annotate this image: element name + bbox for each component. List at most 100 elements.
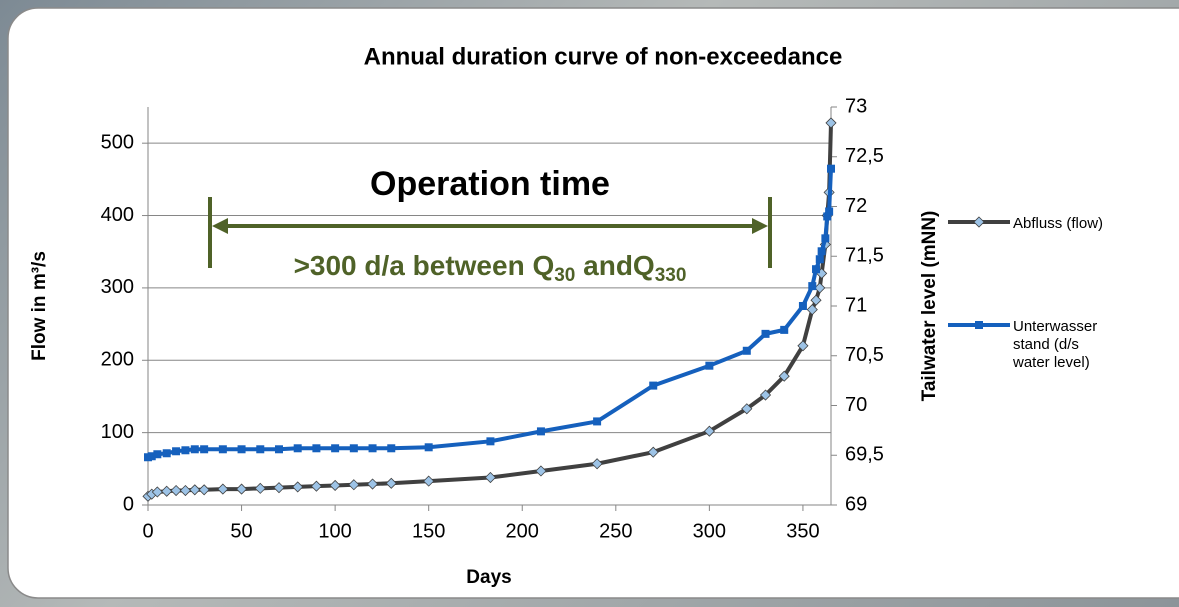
x-tick-label: 300: [693, 520, 726, 542]
point: [172, 447, 181, 456]
point: [798, 302, 807, 310]
point: [218, 445, 227, 454]
point: [825, 207, 834, 216]
y2-tick-label: 70,5: [845, 344, 884, 366]
point: [814, 282, 826, 294]
point: [217, 483, 229, 495]
y-axis-label: Flow in m³/s: [29, 251, 50, 361]
point: [349, 444, 358, 453]
x-tick-label: 50: [230, 520, 252, 542]
annotation-sub: 30: [554, 265, 575, 286]
point: [536, 427, 545, 436]
point: [742, 346, 751, 355]
y2-tick-label: 70: [845, 394, 867, 416]
point: [815, 255, 824, 264]
point: [179, 484, 191, 497]
point: [329, 479, 341, 492]
point: [254, 482, 266, 494]
point: [387, 444, 396, 453]
point: [741, 403, 753, 415]
point: [366, 478, 379, 490]
point: [151, 486, 163, 498]
point: [293, 444, 302, 453]
point: [161, 485, 173, 497]
point: [649, 381, 658, 390]
y-tick-label: 300: [101, 276, 134, 298]
annotation-text: >300 d/a between Q30 andQ330: [294, 250, 687, 286]
point: [162, 449, 171, 458]
annotation-sub: 330: [655, 265, 687, 286]
point: [153, 450, 162, 459]
legend-entry: Unterwasser stand (d/s water level): [1013, 318, 1098, 371]
point: [423, 475, 435, 487]
point: [189, 484, 201, 496]
point: [823, 212, 832, 221]
point: [385, 477, 397, 489]
point: [825, 117, 837, 129]
legend-marker: [975, 321, 983, 329]
point: [817, 247, 826, 256]
point: [591, 458, 603, 470]
point: [200, 445, 209, 454]
annotation-title: Operation time: [370, 165, 610, 203]
chart-title: Annual duration curve of non-exceedance: [364, 43, 843, 70]
annotation: Operation time >300 d/a between Q30 andQ…: [208, 165, 772, 286]
y2-tick-label: 69: [845, 493, 867, 515]
y2-tick-label: 71,5: [845, 245, 884, 267]
point: [484, 471, 497, 484]
point: [235, 483, 248, 495]
point: [312, 444, 321, 453]
panel: [7, 7, 1179, 599]
point: [808, 282, 817, 291]
point: [703, 425, 715, 437]
point: [759, 389, 772, 401]
point: [181, 446, 190, 455]
point: [778, 370, 790, 382]
point: [810, 294, 822, 306]
legend-entry: Abfluss (flow): [1013, 215, 1104, 232]
point: [647, 446, 659, 458]
x-tick-label: 0: [142, 520, 153, 542]
point: [797, 340, 809, 352]
y-tick-label: 500: [101, 131, 134, 153]
annotation-part: andQ: [575, 250, 654, 281]
point: [827, 164, 835, 173]
legend-marker: [973, 216, 985, 228]
x-tick-label: 200: [506, 520, 539, 542]
y2-tick-label: 73: [845, 95, 867, 117]
point: [147, 452, 156, 461]
point: [812, 265, 821, 274]
x-tick-label: 100: [318, 520, 351, 542]
point: [274, 445, 283, 454]
point: [821, 234, 830, 243]
point: [170, 484, 182, 497]
point: [368, 444, 377, 453]
y2-tick-label: 72: [845, 195, 867, 217]
y2-tick-label: 69,5: [845, 444, 884, 466]
y-tick-label: 200: [101, 349, 134, 371]
point: [198, 484, 210, 496]
x-tick-label: 350: [786, 520, 819, 542]
x-tick-label: 250: [599, 520, 632, 542]
y-tick-label: 100: [101, 421, 134, 443]
y-tick-label: 400: [101, 204, 134, 226]
point: [310, 480, 322, 492]
plot: 01002003004005006969,57070,57171,57272,5…: [101, 95, 1010, 542]
point: [761, 329, 770, 338]
y2-axis-label: Tailwater level (mNN): [919, 211, 940, 402]
point: [190, 445, 199, 454]
y-tick-label: 0: [123, 493, 134, 515]
point: [256, 445, 265, 454]
point: [424, 443, 433, 452]
point: [292, 481, 304, 493]
annotation-part: >300 d/a between Q: [294, 250, 555, 281]
point: [273, 482, 285, 494]
y2-tick-label: 71: [845, 294, 867, 316]
point: [806, 304, 818, 316]
point: [348, 479, 360, 491]
point: [486, 437, 495, 446]
point: [331, 444, 340, 453]
y2-tick-label: 72,5: [845, 145, 884, 167]
